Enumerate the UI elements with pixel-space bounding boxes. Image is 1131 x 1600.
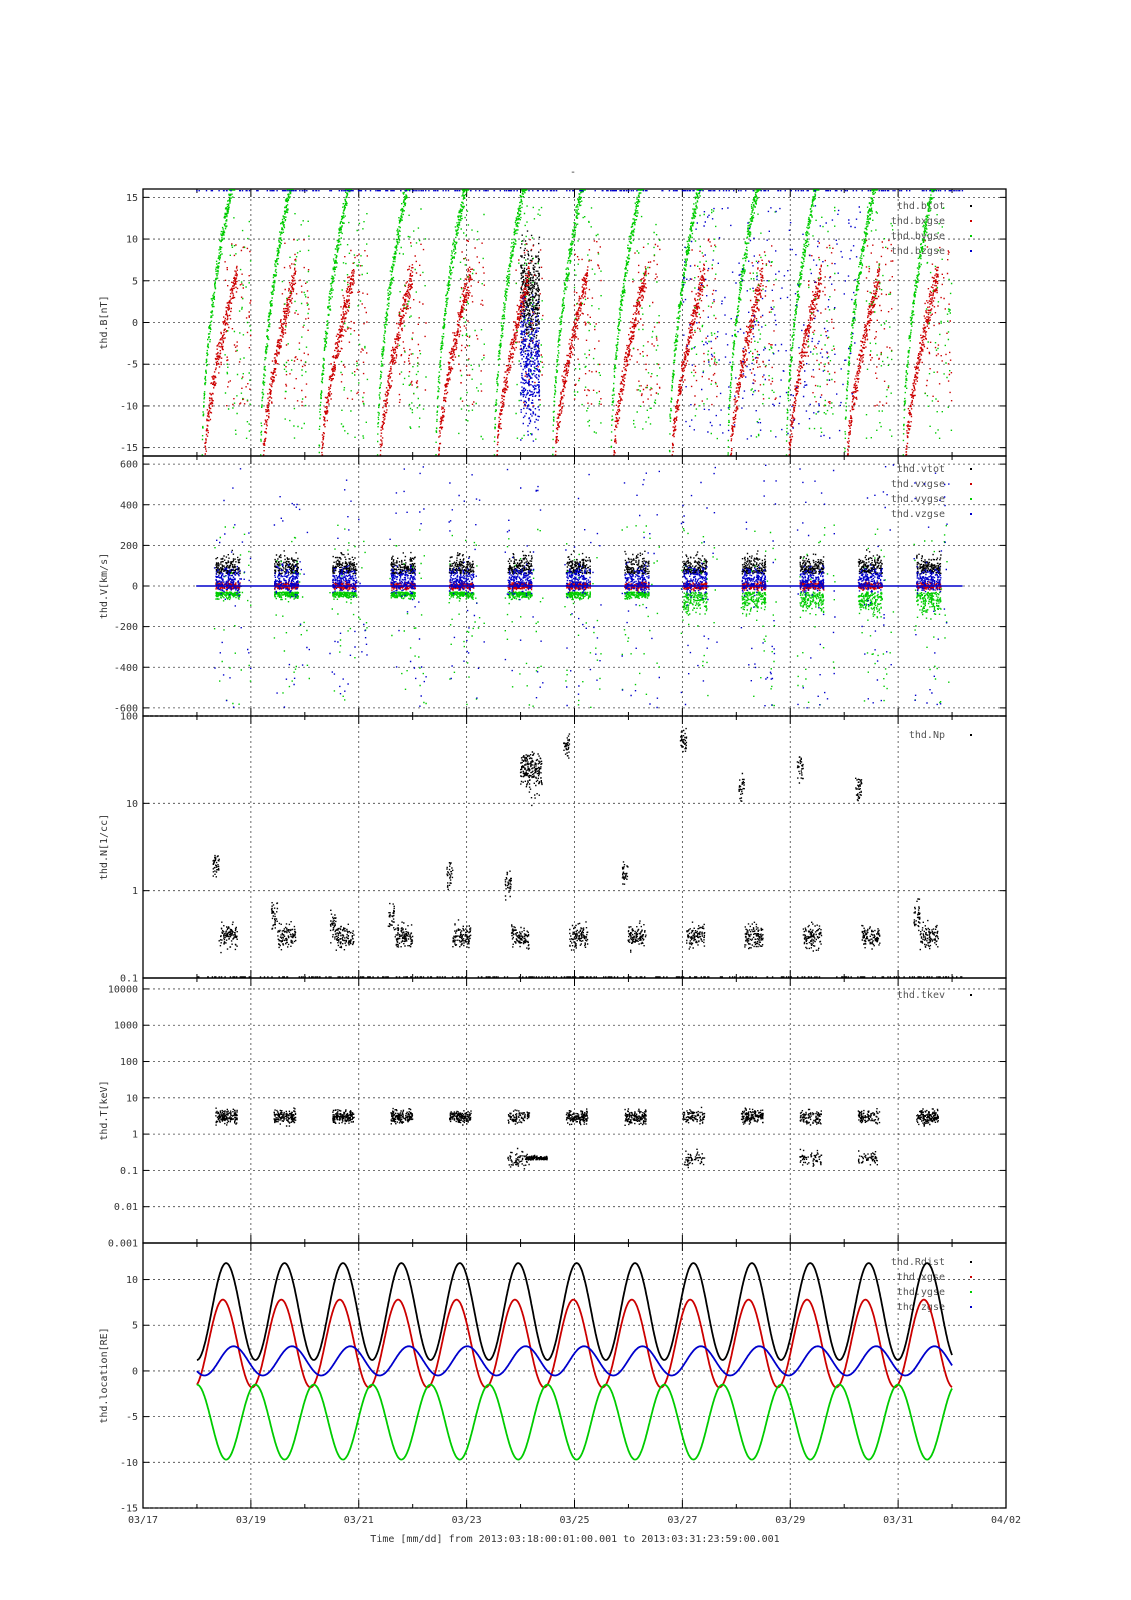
- legend-marker: [970, 1261, 972, 1263]
- legend-entry: thd.vxgse: [891, 479, 945, 490]
- y-tick-label: 0.1: [120, 1166, 138, 1177]
- data-layer: [196, 189, 964, 456]
- legend-entry: thd.vygse: [891, 494, 945, 505]
- top-mark: -: [570, 167, 576, 178]
- y-tick-label: 10000: [108, 984, 138, 995]
- x-tick-label: 03/19: [236, 1515, 266, 1526]
- legend-entry: thd.vtot: [897, 464, 945, 475]
- y-tick-label: -200: [114, 622, 138, 633]
- y-tick-label: -5: [126, 360, 138, 371]
- y-tick-label: 0.1: [120, 974, 138, 985]
- legend-marker: [970, 513, 972, 515]
- series-points: [215, 1106, 939, 1170]
- y-tick-label: -10: [120, 401, 138, 412]
- legend-entry: thd.Np: [909, 730, 945, 741]
- y-tick-label: 100: [120, 712, 138, 723]
- y-tick-label: 15: [126, 193, 138, 204]
- y-tick-label: 5: [132, 276, 138, 287]
- series-line: [196, 1262, 953, 1361]
- series-points: [196, 464, 963, 709]
- y-tick-label: -10: [120, 1458, 138, 1469]
- y-tick-label: -15: [120, 1504, 138, 1515]
- series-points: [519, 230, 541, 362]
- legend-marker: [970, 205, 972, 207]
- y-tick-label: 10: [126, 1093, 138, 1104]
- legend-marker: [970, 994, 972, 996]
- legend-entry: thd.zgse: [897, 1302, 945, 1313]
- y-tick-label: 10: [126, 235, 138, 246]
- y-tick-label: 0: [132, 1366, 138, 1377]
- x-tick-label: 03/25: [559, 1515, 589, 1526]
- legend-entry: thd.btot: [897, 201, 945, 212]
- y-tick-label: -400: [114, 663, 138, 674]
- panel-v: -600 -400 -200 0 200 400 600 thd.V[km/s] thd.vto…: [99, 455, 1007, 717]
- legend-marker: [970, 220, 972, 222]
- series-line: [196, 1383, 953, 1461]
- x-tick-label: 03/21: [344, 1515, 374, 1526]
- legend-entry: thd.vzgse: [891, 509, 945, 520]
- y-axis-label: thd.location[RE]: [99, 1327, 110, 1423]
- y-tick-label: -600: [114, 703, 138, 714]
- y-tick-label: 0.01: [114, 1202, 138, 1213]
- data-layer: [196, 464, 963, 709]
- legend-entry: thd.ygse: [897, 1287, 945, 1298]
- y-tick-label: 0: [132, 582, 138, 593]
- legend-marker: [970, 483, 972, 485]
- y-tick-label: 10: [126, 799, 138, 810]
- y-tick-label: 100: [120, 1057, 138, 1068]
- y-tick-label: 0.001: [108, 1239, 138, 1250]
- legend-entry: thd.tkev: [897, 990, 945, 1001]
- y-tick-label: 10: [126, 1275, 138, 1286]
- data-layer: [196, 1262, 953, 1461]
- legend-entry: thd.Rdist: [891, 1257, 945, 1268]
- data-layer: [215, 1106, 939, 1170]
- y-tick-label: -5: [126, 1412, 138, 1423]
- series-line: [196, 1345, 953, 1377]
- y-tick-label: 1000: [114, 1021, 138, 1032]
- legend-marker: [970, 250, 972, 252]
- panel-l: -15 -10 -5 0 5 10 thd.location[RE] thd.Rdist thd…: [99, 1242, 1007, 1515]
- series-points: [215, 549, 942, 575]
- series-line: [196, 1298, 953, 1389]
- y-tick-label: 1: [132, 1130, 138, 1141]
- legend-marker: [970, 734, 972, 736]
- x-tick-label: 04/02: [991, 1515, 1021, 1526]
- y-tick-label: 600: [120, 460, 138, 471]
- legend-marker: [970, 498, 972, 500]
- legend-marker: [970, 235, 972, 237]
- legend-entry: thd.bzgse: [891, 246, 945, 257]
- x-tick-label: 03/29: [775, 1515, 805, 1526]
- legend-entry: thd.bygse: [891, 231, 945, 242]
- y-tick-label: 400: [120, 500, 138, 511]
- y-tick-label: -15: [120, 443, 138, 454]
- y-axis-label: thd.T[keV]: [99, 1080, 110, 1140]
- y-tick-label: 1: [132, 886, 138, 897]
- y-axis-label: thd.V[km/s]: [99, 553, 110, 619]
- x-tick-label: 03/31: [883, 1515, 913, 1526]
- y-axis-label: thd.B[nT]: [99, 295, 110, 349]
- x-tick-label: 03/17: [128, 1515, 158, 1526]
- x-tick-label: 03/27: [667, 1515, 697, 1526]
- legend-marker: [970, 468, 972, 470]
- legend-entry: thd.bxgse: [891, 216, 945, 227]
- panel-t: 0.001 0.01 0.1 1 10 100 1000 10000 thd.T[keV] thd…: [99, 977, 1007, 1250]
- y-tick-label: 5: [132, 1321, 138, 1332]
- legend-marker: [970, 1306, 972, 1308]
- y-axis-label: thd.N[1/cc]: [99, 814, 110, 880]
- x-axis-title: Time [mm/dd] from 2013:03:18:00:01:00.00…: [370, 1534, 779, 1545]
- legend-marker: [970, 1276, 972, 1278]
- legend-marker: [970, 1291, 972, 1293]
- x-tick-label: 03/23: [452, 1515, 482, 1526]
- y-tick-label: 200: [120, 541, 138, 552]
- y-tick-label: 0: [132, 318, 138, 329]
- legend-entry: thd.xgse: [897, 1272, 945, 1283]
